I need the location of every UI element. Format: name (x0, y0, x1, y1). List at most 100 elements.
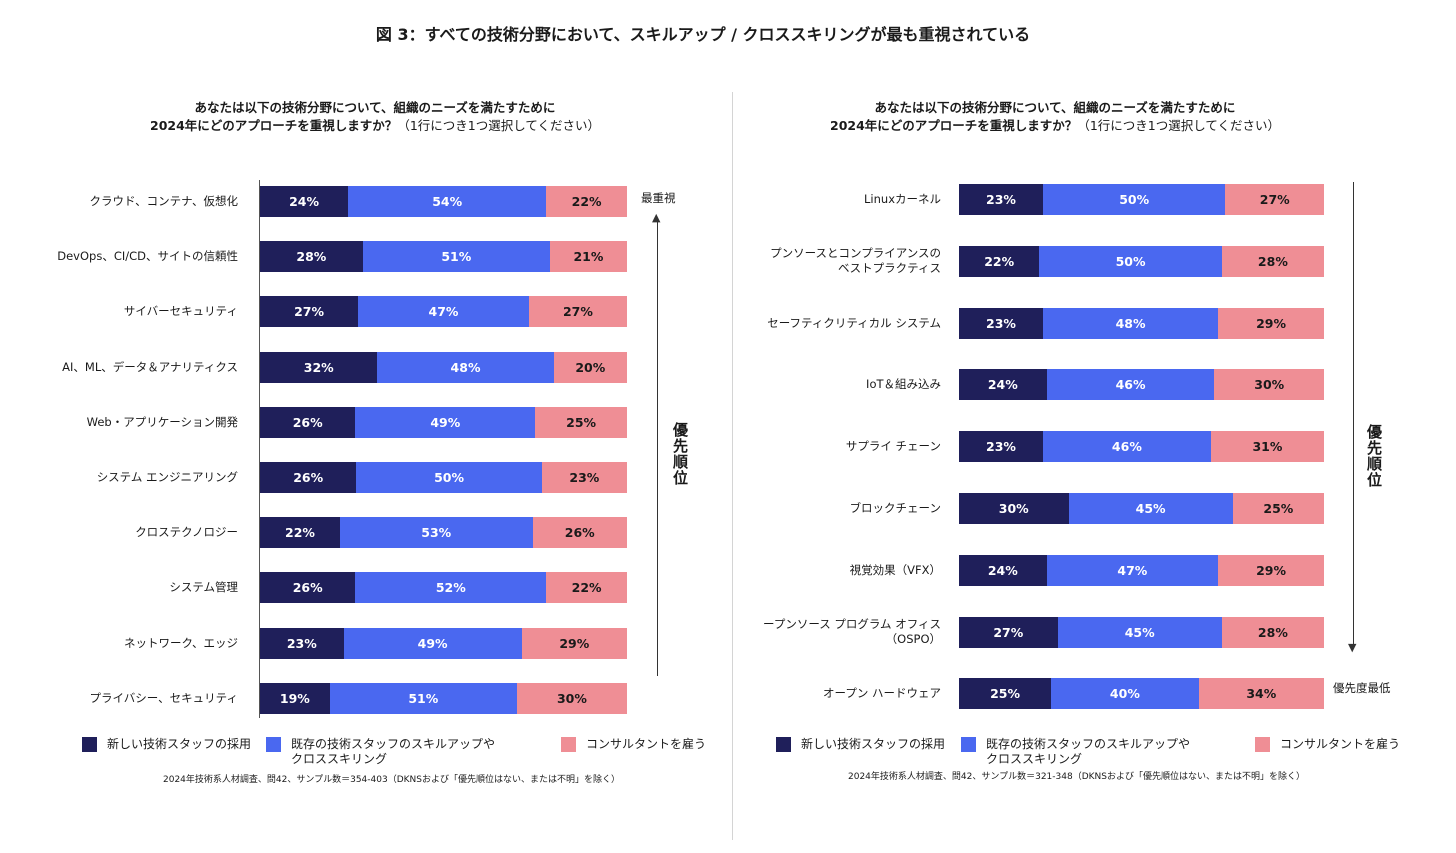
bar-segment-new-hire: 23% (260, 627, 344, 659)
bar-segment-upskill: 51% (329, 682, 517, 714)
bar-segment-upskill: 45% (1057, 616, 1222, 648)
bar-value-label: 23% (986, 315, 1016, 331)
left-priority-label: 優先順位 (671, 422, 689, 486)
legend-label-new-hire: 新しい技術スタッフの採用 (107, 737, 252, 751)
left-stacked-bar: 24% 54% 22% (260, 186, 627, 217)
bar-value-label: 46% (1115, 377, 1146, 393)
bar-value-label: 23% (986, 192, 1016, 207)
bar-segment-new-hire: 27% (959, 616, 1058, 648)
right-stacked-bar: 22% 50% 28% (959, 245, 1324, 277)
bar-segment-upskill: 50% (1039, 245, 1222, 277)
left-category-label: ネットワーク、エッジ (124, 635, 238, 650)
right-category-label: サプライ チェーン (845, 439, 941, 454)
bar-segment-upskill: 45% (1068, 493, 1233, 524)
bar-segment-new-hire: 32% (260, 351, 378, 383)
bar-segment-consultant: 34% (1198, 678, 1324, 710)
bar-segment-new-hire: 27% (260, 296, 359, 328)
left-stacked-bar: 26% 50% 23% (260, 462, 627, 493)
right-priority-arrow (1353, 182, 1354, 646)
left-category-label: Web・アプリケーション開発 (86, 414, 238, 429)
bar-segment-new-hire: 23% (959, 184, 1043, 215)
bar-segment-upskill: 54% (348, 186, 547, 217)
bar-value-label: 34% (1246, 686, 1277, 702)
right-stacked-bar: 27% 45% 28% (959, 616, 1324, 648)
bar-value-label: 30% (998, 501, 1029, 516)
left-question-line2: 2024年にどのアプローチを重視しますか？（1行につき1つ選択してください） (110, 117, 640, 135)
bar-value-label: 23% (569, 470, 600, 485)
bar-value-label: 30% (556, 690, 587, 706)
bar-value-label: 22% (285, 525, 315, 541)
bar-value-label: 22% (571, 580, 602, 596)
bar-segment-new-hire: 28% (260, 241, 363, 273)
bar-value-label: 50% (1119, 192, 1150, 207)
bar-segment-upskill: 49% (355, 406, 536, 438)
bar-segment-consultant: 22% (546, 572, 627, 604)
bar-value-label: 27% (562, 304, 593, 320)
legend-swatch-upskill (266, 737, 281, 752)
left-legend-consultant: コンサルタントを雇う (561, 737, 706, 752)
bar-segment-consultant: 25% (1232, 493, 1324, 524)
down-arrow-icon: ▼ (1348, 641, 1357, 654)
right-legend-new-hire: 新しい技術スタッフの採用 (776, 737, 945, 752)
left-category-label: システム エンジニアリング (96, 470, 238, 484)
bar-value-label: 40% (1109, 686, 1140, 702)
right-category-label: ープンソース プログラム オフィス （OSPO） (763, 617, 941, 647)
bar-value-label: 21% (573, 249, 604, 265)
legend-label-consultant: コンサルタントを雇う (586, 737, 707, 751)
bar-segment-upskill: 46% (1046, 369, 1215, 401)
legend-swatch-consultant (561, 737, 576, 752)
bar-segment-upskill: 51% (362, 241, 550, 273)
bar-segment-new-hire: 22% (260, 517, 340, 549)
bar-value-label: 50% (434, 470, 464, 485)
bar-value-label: 22% (984, 253, 1015, 269)
bar-value-label: 28% (296, 249, 327, 265)
bar-segment-consultant: 23% (541, 462, 627, 493)
legend-label-consultant: コンサルタントを雇う (1280, 737, 1401, 751)
bar-value-label: 32% (303, 359, 334, 375)
bar-value-label: 28% (1257, 253, 1288, 269)
bar-value-label: 51% (441, 249, 472, 265)
right-question: あなたは以下の技術分野について、組織のニーズを満たすために 2024年にどのアプ… (790, 99, 1320, 135)
right-stacked-bar: 25% 40% 34% (959, 678, 1324, 710)
bar-segment-upskill: 48% (377, 351, 554, 383)
bar-segment-upskill: 48% (1042, 307, 1219, 339)
left-stacked-bar: 22% 53% 26% (260, 517, 627, 549)
right-bottom-label: 優先度最低 (1333, 681, 1391, 695)
bar-segment-consultant: 29% (521, 627, 627, 659)
bar-segment-new-hire: 26% (260, 572, 356, 604)
bar-value-label: 29% (559, 635, 590, 651)
bar-segment-upskill: 47% (1046, 554, 1219, 586)
bar-segment-new-hire: 22% (959, 245, 1040, 277)
right-question-main: 2024年にどのアプローチを重視しますか？ (830, 118, 1078, 133)
bar-segment-consultant: 28% (1221, 245, 1324, 277)
left-category-label: DevOps、CI/CD、サイトの信頼性 (57, 249, 238, 264)
left-question-main: 2024年にどのアプローチを重視しますか？ (150, 118, 398, 133)
right-legend-upskill: 既存の技術スタッフのスキルアップや クロススキリング (961, 737, 1190, 767)
bar-segment-new-hire: 23% (959, 431, 1043, 463)
legend-label-upskill: 既存の技術スタッフのスキルアップや クロススキリング (291, 737, 496, 766)
bar-value-label: 45% (1135, 501, 1166, 516)
bar-segment-new-hire: 23% (959, 307, 1043, 339)
bar-value-label: 25% (990, 686, 1021, 702)
bar-value-label: 29% (1256, 562, 1287, 578)
bar-segment-consultant: 25% (535, 406, 627, 438)
left-category-label: プライバシー、セキュリティ (89, 690, 238, 705)
right-stacked-bar: 23% 48% 29% (959, 307, 1324, 339)
bar-segment-consultant: 30% (1214, 369, 1324, 401)
bar-segment-upskill: 46% (1042, 431, 1211, 463)
right-stacked-bar: 24% 47% 29% (959, 554, 1324, 586)
legend-swatch-consultant (1255, 737, 1270, 752)
bar-value-label: 26% (293, 470, 324, 485)
right-category-label: 視覚効果（VFX） (849, 562, 941, 577)
bar-value-label: 27% (294, 304, 324, 320)
left-stacked-bar: 26% 52% 22% (260, 572, 627, 604)
bar-value-label: 54% (432, 194, 463, 209)
right-priority-label: 優先順位 (1365, 424, 1383, 488)
right-legend-consultant: コンサルタントを雇う (1255, 737, 1400, 752)
left-question-line1: あなたは以下の技術分野について、組織のニーズを満たすために (194, 100, 556, 115)
legend-swatch-new-hire (776, 737, 791, 752)
bar-segment-consultant: 29% (1218, 554, 1324, 586)
bar-value-label: 46% (1111, 439, 1142, 455)
bar-segment-consultant: 27% (1225, 184, 1324, 215)
left-stacked-bar: 28% 51% 21% (260, 241, 627, 273)
